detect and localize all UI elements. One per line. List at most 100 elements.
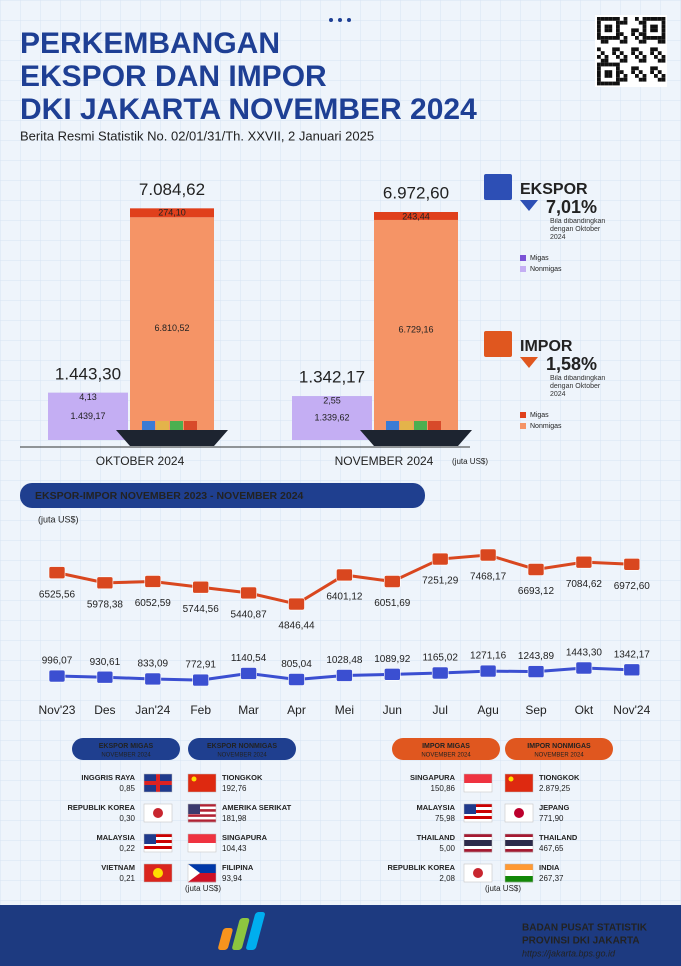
footer-bar bbox=[0, 905, 681, 966]
unit-label: (juta US$) bbox=[485, 884, 521, 893]
qr-cell bbox=[597, 66, 601, 71]
x-tick-label: Sep bbox=[525, 703, 547, 717]
bps-logo bbox=[218, 912, 265, 950]
title-line: EKSPOR DAN IMPOR bbox=[20, 60, 327, 93]
qr-cell bbox=[608, 70, 613, 74]
point-label: 6693,12 bbox=[518, 586, 555, 597]
line-title: EKSPOR-IMPOR NOVEMBER 2023 - NOVEMBER 20… bbox=[35, 490, 304, 502]
point-marker bbox=[288, 673, 305, 686]
point-marker bbox=[288, 597, 305, 611]
qr-cell bbox=[600, 39, 605, 44]
qr-cell bbox=[597, 70, 601, 74]
flag-stripe bbox=[464, 849, 492, 853]
qr-cell bbox=[654, 66, 658, 71]
hull bbox=[360, 430, 472, 446]
flag-stripe bbox=[188, 816, 216, 820]
qr-cell bbox=[631, 47, 635, 52]
qr-cell bbox=[616, 55, 620, 59]
qr-cell bbox=[597, 20, 601, 25]
legend-swatch bbox=[520, 412, 526, 418]
qr-cell bbox=[646, 36, 651, 40]
qr-cell bbox=[657, 36, 662, 40]
flag bbox=[187, 833, 217, 853]
qr-cell bbox=[597, 28, 601, 33]
country-value: 267,37 bbox=[539, 874, 564, 883]
qr-cell bbox=[650, 47, 654, 52]
total-label: 1.342,17 bbox=[299, 368, 365, 387]
qr-cell bbox=[608, 36, 613, 40]
qr-cell bbox=[600, 51, 605, 55]
point-label: 930,61 bbox=[90, 657, 121, 668]
flag-stripe bbox=[144, 840, 172, 844]
table-title: EKSPOR NONMIGAS bbox=[207, 743, 277, 750]
table-header bbox=[188, 738, 296, 760]
flag-stripe bbox=[464, 843, 492, 847]
total-label: 7.084,62 bbox=[139, 180, 205, 199]
point-marker bbox=[575, 661, 593, 675]
qr-cell bbox=[654, 47, 658, 52]
country-name: AMERIKA SERIKAT bbox=[222, 803, 292, 812]
qr-cell bbox=[616, 17, 620, 21]
table-title: IMPOR MIGAS bbox=[422, 743, 470, 750]
logo-part bbox=[246, 912, 265, 950]
qr-cell bbox=[604, 62, 609, 67]
point-marker bbox=[240, 667, 257, 680]
flag-stripe bbox=[505, 849, 533, 853]
flag-border bbox=[187, 803, 217, 823]
qr-cell bbox=[616, 77, 620, 82]
qr-cell bbox=[661, 36, 666, 40]
note-text: Bila dibandingkan dengan Oktober 2024 bbox=[550, 375, 606, 398]
flag-stripe bbox=[464, 816, 492, 820]
flag-stripe bbox=[464, 819, 492, 823]
point-label: 7468,17 bbox=[470, 572, 507, 583]
qr-cell bbox=[600, 62, 605, 67]
flag-stripe bbox=[188, 811, 216, 815]
legend-label: Nonmigas bbox=[530, 423, 562, 430]
table-title: IMPOR NONMIGAS bbox=[527, 743, 591, 750]
qr-cell bbox=[616, 47, 620, 52]
qr-cell bbox=[657, 70, 662, 74]
qr-cell bbox=[642, 36, 647, 40]
qr-cell bbox=[623, 20, 628, 25]
group-icon bbox=[484, 174, 512, 200]
flag-border bbox=[187, 773, 217, 793]
point-label: 6525,56 bbox=[39, 589, 76, 600]
flag-circle bbox=[153, 808, 163, 818]
qr-cell bbox=[638, 32, 643, 36]
point-label: 4846,44 bbox=[278, 621, 315, 632]
container bbox=[184, 421, 197, 430]
qr-cell bbox=[616, 81, 620, 86]
flag-stripe bbox=[505, 870, 533, 877]
unit-label: (juta US$) bbox=[452, 457, 488, 466]
qr-cell bbox=[661, 32, 666, 36]
flag bbox=[143, 863, 173, 883]
legend-label: Migas bbox=[530, 255, 549, 262]
unit-label: (juta US$) bbox=[38, 514, 79, 524]
qr-cell bbox=[619, 51, 624, 55]
logo-part bbox=[232, 918, 250, 950]
qr-cell bbox=[657, 58, 662, 63]
point-marker bbox=[144, 672, 162, 686]
flag-border bbox=[504, 863, 534, 883]
point-marker bbox=[431, 666, 449, 680]
x-tick-label: Jun bbox=[383, 703, 402, 717]
qr-cell bbox=[604, 36, 609, 40]
point-marker bbox=[48, 566, 66, 579]
flag-stripe bbox=[188, 806, 216, 810]
bar-segment bbox=[130, 208, 214, 218]
qr-cell bbox=[597, 32, 601, 36]
qr-cell bbox=[612, 47, 616, 52]
ship bbox=[360, 421, 472, 446]
footer-region: PROVINSI DKI JAKARTA bbox=[522, 936, 640, 947]
segment-label: 4,13 bbox=[79, 392, 97, 402]
qr-cell bbox=[600, 81, 605, 86]
qr-cell bbox=[642, 77, 647, 82]
x-tick-label: Jan'24 bbox=[135, 703, 170, 717]
qr-cell bbox=[608, 24, 613, 29]
country-name: INDIA bbox=[539, 863, 560, 872]
qr-cell bbox=[657, 17, 662, 21]
qr-cell bbox=[661, 17, 666, 21]
table-subtitle: NOVEMBER 2024 bbox=[101, 753, 151, 759]
qr-cell bbox=[597, 62, 601, 67]
